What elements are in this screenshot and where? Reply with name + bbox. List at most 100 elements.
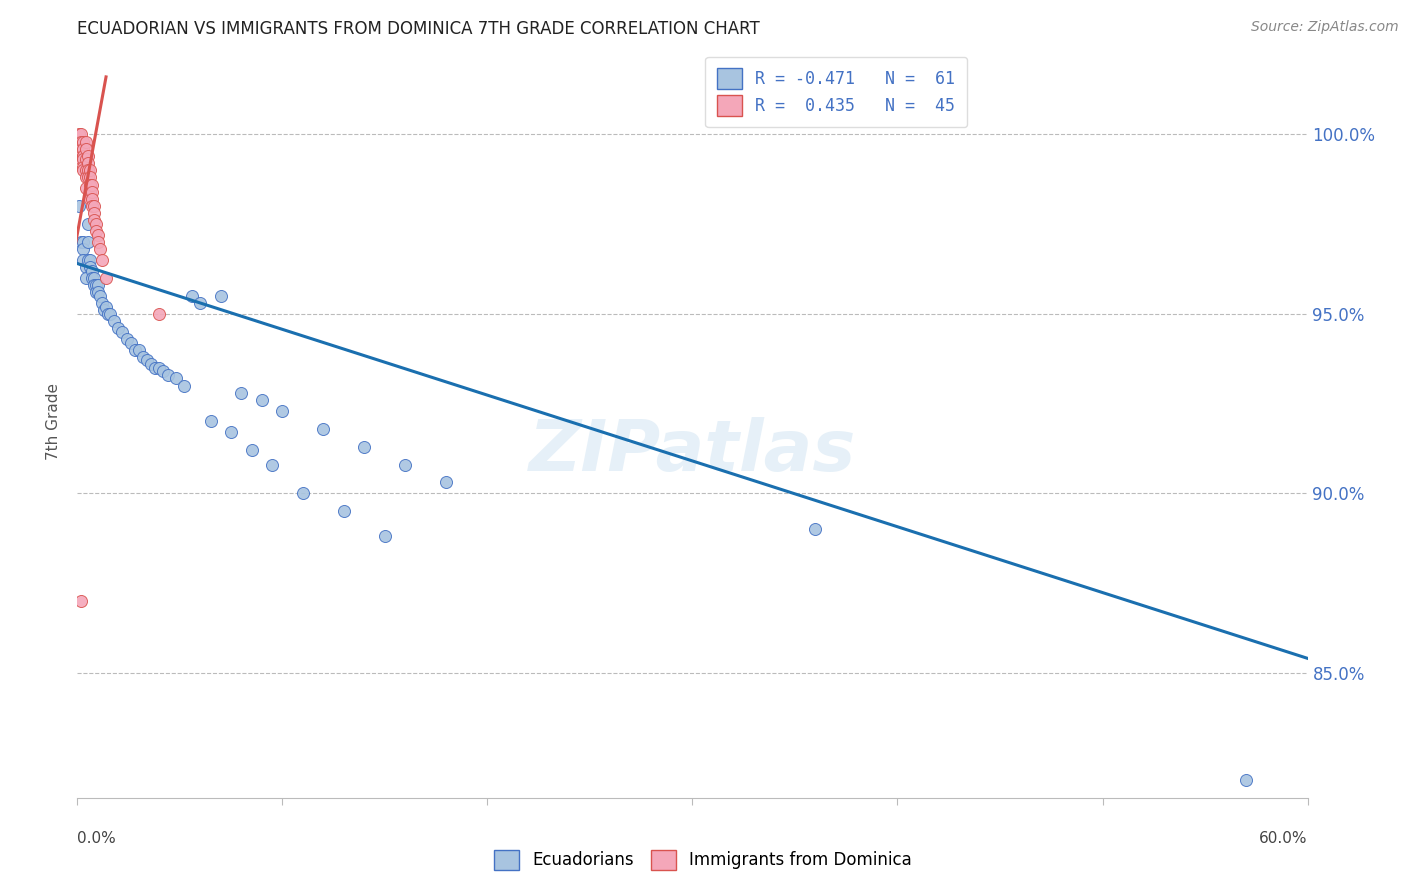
Point — [80, 271, 103, 285]
Text: ZIPatlas: ZIPatlas — [529, 417, 856, 486]
Point — [181, 289, 204, 303]
Point — [83, 271, 105, 285]
Point — [80, 185, 103, 199]
Point — [353, 440, 375, 454]
Point — [70, 594, 93, 608]
Point — [231, 385, 253, 400]
Point — [79, 185, 101, 199]
Point — [84, 224, 107, 238]
Text: ECUADORIAN VS IMMIGRANTS FROM DOMINICA 7TH GRADE CORRELATION CHART: ECUADORIAN VS IMMIGRANTS FROM DOMINICA 7… — [77, 20, 761, 37]
Point — [67, 128, 90, 142]
Point — [84, 278, 107, 293]
Point — [76, 149, 98, 163]
Point — [72, 160, 94, 174]
Y-axis label: 7th Grade: 7th Grade — [46, 383, 62, 460]
Point — [209, 289, 232, 303]
Point — [84, 217, 107, 231]
Point — [219, 425, 242, 440]
Point — [188, 296, 212, 310]
Point — [80, 178, 103, 192]
Point — [143, 360, 166, 375]
Point — [93, 303, 115, 318]
Point — [152, 364, 174, 378]
Point — [89, 242, 111, 256]
Point — [75, 181, 97, 195]
Point — [333, 504, 356, 518]
Point — [72, 235, 94, 249]
Point — [70, 153, 93, 167]
Point — [76, 217, 98, 231]
Point — [72, 149, 94, 163]
Point — [72, 252, 94, 267]
Point — [291, 486, 314, 500]
Point — [75, 163, 97, 178]
Point — [87, 285, 110, 300]
Point — [97, 307, 120, 321]
Point — [79, 252, 101, 267]
Point — [90, 296, 114, 310]
Point — [70, 149, 93, 163]
Point — [79, 170, 101, 185]
Point — [76, 163, 98, 178]
Point — [312, 422, 335, 436]
Point — [70, 135, 93, 149]
Point — [76, 235, 98, 249]
Point — [72, 153, 94, 167]
Point — [132, 350, 155, 364]
Point — [76, 156, 98, 170]
Point — [98, 307, 121, 321]
Point — [107, 321, 129, 335]
Point — [262, 458, 284, 472]
Point — [76, 252, 98, 267]
Text: Source: ZipAtlas.com: Source: ZipAtlas.com — [1251, 20, 1399, 34]
Point — [148, 360, 170, 375]
Point — [67, 199, 90, 213]
Point — [200, 414, 222, 428]
Point — [83, 278, 105, 293]
Point — [83, 206, 105, 220]
Point — [90, 252, 114, 267]
Point — [83, 213, 105, 227]
Point — [1234, 773, 1257, 788]
Point — [89, 289, 111, 303]
Point — [83, 199, 105, 213]
Point — [67, 135, 90, 149]
Point — [76, 170, 98, 185]
Point — [70, 142, 93, 156]
Point — [173, 378, 195, 392]
Point — [72, 163, 94, 178]
Legend: R = -0.471   N =  61, R =  0.435   N =  45: R = -0.471 N = 61, R = 0.435 N = 45 — [706, 57, 967, 128]
Point — [72, 242, 94, 256]
Point — [79, 192, 101, 206]
Point — [87, 227, 110, 242]
Text: 0.0%: 0.0% — [77, 831, 117, 847]
Point — [79, 178, 101, 192]
Point — [804, 522, 827, 536]
Point — [250, 392, 273, 407]
Point — [240, 443, 263, 458]
Point — [80, 192, 103, 206]
Point — [87, 278, 110, 293]
Point — [72, 135, 94, 149]
Point — [84, 285, 107, 300]
Point — [87, 235, 110, 249]
Legend: Ecuadorians, Immigrants from Dominica: Ecuadorians, Immigrants from Dominica — [488, 843, 918, 877]
Point — [436, 475, 458, 490]
Text: 60.0%: 60.0% — [1260, 831, 1308, 847]
Point — [75, 271, 97, 285]
Point — [136, 353, 159, 368]
Point — [111, 325, 134, 339]
Point — [80, 199, 103, 213]
Point — [70, 128, 93, 142]
Point — [75, 135, 97, 149]
Point — [115, 332, 138, 346]
Point — [165, 371, 187, 385]
Point — [75, 260, 97, 274]
Point — [128, 343, 150, 357]
Point — [75, 142, 97, 156]
Point — [75, 170, 97, 185]
Point — [75, 153, 97, 167]
Point — [70, 235, 93, 249]
Point — [374, 529, 396, 543]
Point — [271, 403, 294, 417]
